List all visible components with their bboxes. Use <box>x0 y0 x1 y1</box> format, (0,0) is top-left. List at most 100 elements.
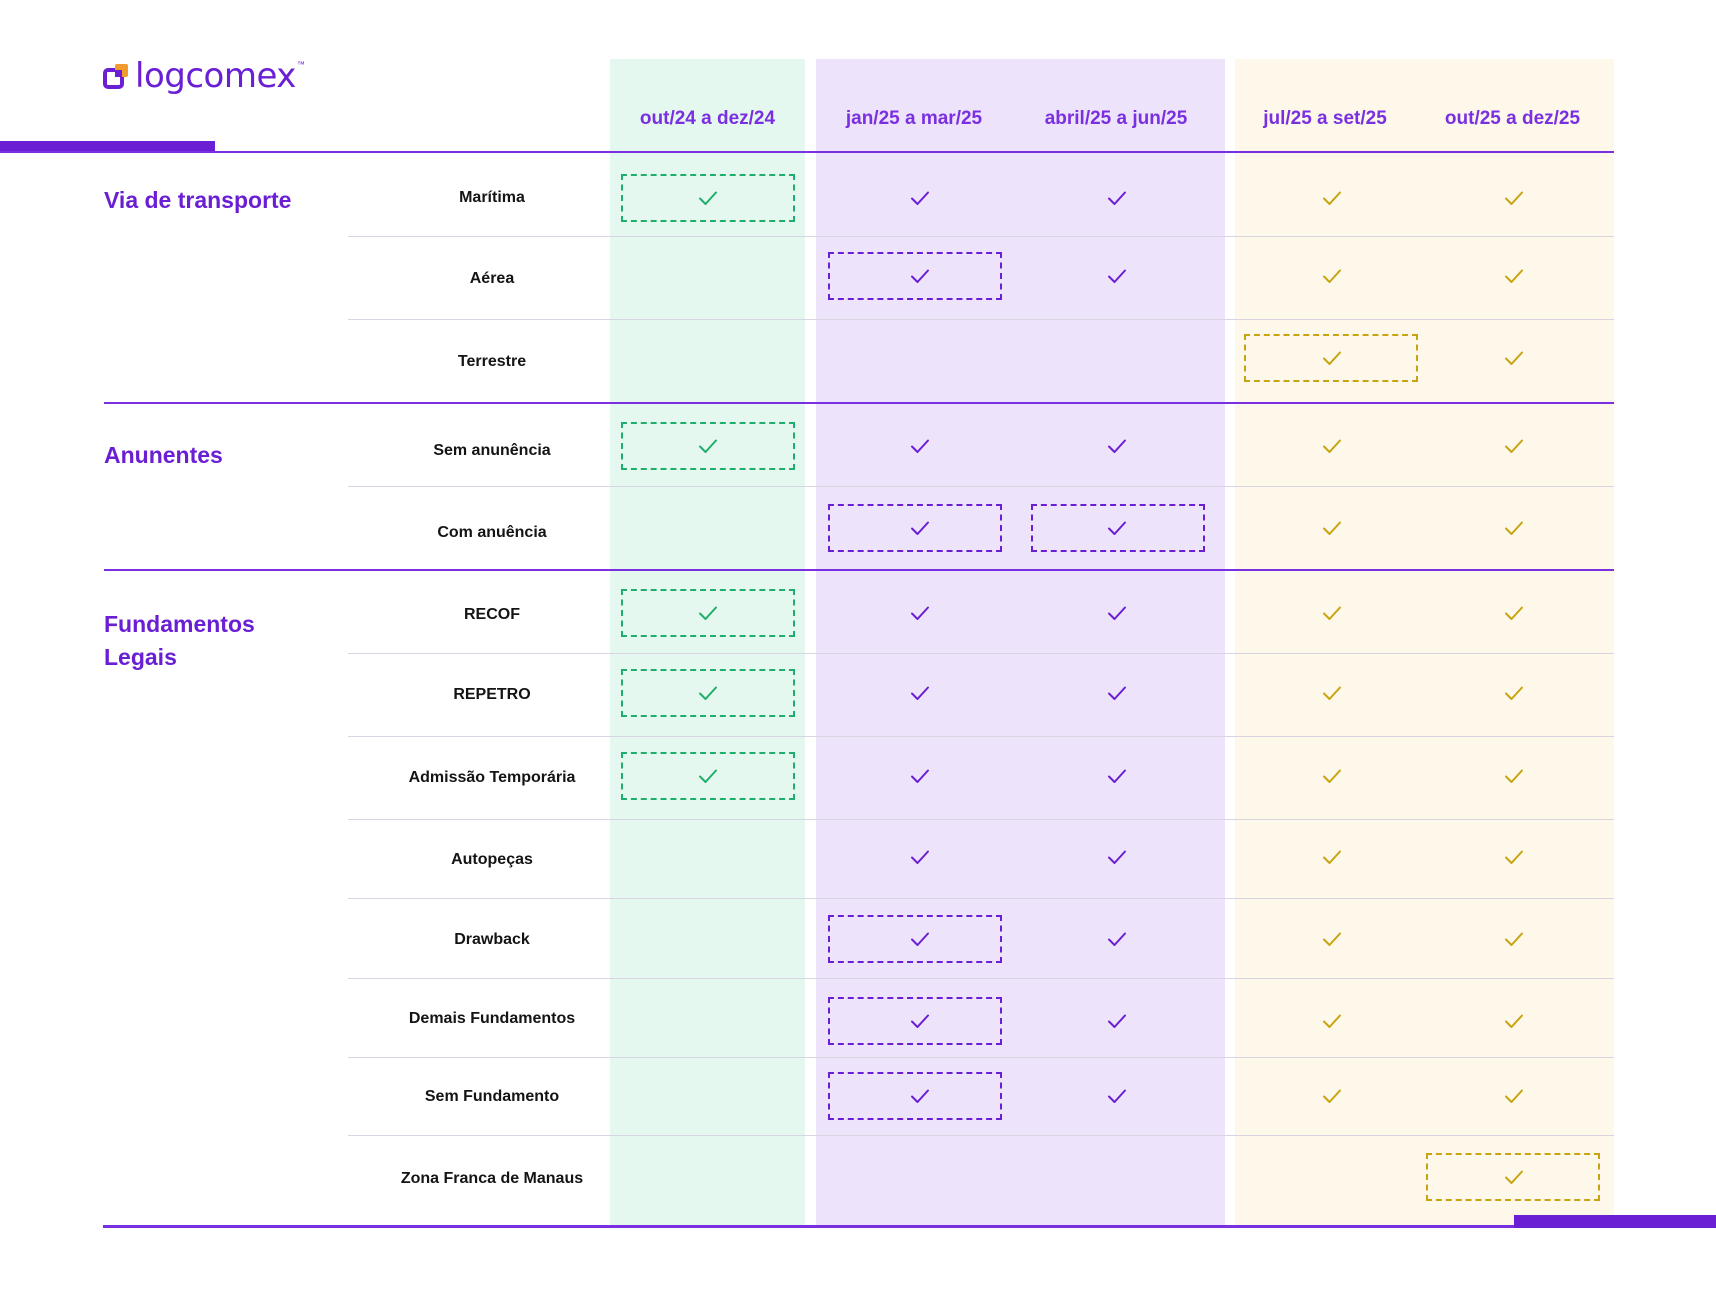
highlight-box <box>1244 334 1418 382</box>
check-icon <box>911 191 929 205</box>
check-icon <box>1323 850 1341 864</box>
row-divider <box>348 898 1614 899</box>
check-icon <box>1323 932 1341 946</box>
row-label: REPETRO <box>453 686 531 703</box>
highlight-box <box>621 422 795 470</box>
check-icon <box>1108 439 1126 453</box>
check-icon <box>1108 1014 1126 1028</box>
period-column-background <box>610 59 805 1228</box>
check-icon <box>1323 1089 1341 1103</box>
section-title: Via de transporte <box>104 187 292 213</box>
check-icon <box>1505 1170 1523 1184</box>
period-label: out/24 a dez/24 <box>639 108 776 129</box>
period-label: jan/25 a mar/25 <box>845 108 983 129</box>
check-icon <box>1323 606 1341 620</box>
row-divider <box>348 1057 1614 1058</box>
section-divider <box>104 402 1614 404</box>
check-icon <box>1323 351 1341 365</box>
highlight-box <box>1426 1153 1600 1201</box>
footer-divider <box>103 1225 1716 1228</box>
check-icon <box>911 521 929 535</box>
header-divider <box>0 151 1614 153</box>
check-icon <box>1505 191 1523 205</box>
check-icon <box>1108 606 1126 620</box>
check-icon <box>1505 439 1523 453</box>
check-icon <box>1505 932 1523 946</box>
check-icon <box>1108 269 1126 283</box>
row-label: Sem Fundamento <box>424 1088 560 1105</box>
row-divider <box>348 319 1614 320</box>
row-divider <box>348 653 1614 654</box>
check-icon <box>911 1014 929 1028</box>
highlight-box <box>828 504 1002 552</box>
row-label: Demais Fundamentos <box>408 1010 576 1027</box>
check-icon <box>1505 686 1523 700</box>
check-icon <box>1108 932 1126 946</box>
section-title: Legais <box>104 644 177 670</box>
row-label: Zona Franca de Manaus <box>400 1170 584 1187</box>
check-icon <box>911 686 929 700</box>
row-label: Admissão Temporária <box>408 769 576 786</box>
highlight-box <box>1031 504 1205 552</box>
period-label: out/25 a dez/25 <box>1444 108 1581 129</box>
period-column-background <box>816 59 1225 1228</box>
period-label: jul/25 a set/25 <box>1263 108 1387 129</box>
check-icon <box>1108 1089 1126 1103</box>
logo-mark-icon <box>103 63 128 89</box>
check-icon <box>911 932 929 946</box>
row-divider <box>348 736 1614 737</box>
row-label: Drawback <box>454 931 530 948</box>
highlight-box <box>621 174 795 222</box>
check-icon <box>911 606 929 620</box>
row-label: Terrestre <box>457 353 527 370</box>
check-icon <box>911 269 929 283</box>
row-divider <box>348 978 1614 979</box>
check-icon <box>1505 351 1523 365</box>
check-icon <box>1108 769 1126 783</box>
row-label: Marítima <box>459 189 525 206</box>
row-label: Com anuência <box>437 524 547 541</box>
check-icon <box>1505 269 1523 283</box>
check-icon <box>1323 191 1341 205</box>
highlight-box <box>621 589 795 637</box>
row-label: Sem anunência <box>433 442 551 459</box>
check-icon <box>1323 686 1341 700</box>
check-icon <box>911 1089 929 1103</box>
row-label: RECOF <box>464 606 520 623</box>
footer-accent-bar <box>1514 1215 1716 1228</box>
section-title: Fundamentos <box>104 611 255 637</box>
check-icon <box>1505 521 1523 535</box>
header-accent-bar <box>0 141 215 153</box>
check-icon <box>1323 1014 1341 1028</box>
check-icon <box>1505 769 1523 783</box>
check-icon <box>1505 1089 1523 1103</box>
check-icon <box>1108 850 1126 864</box>
section-divider <box>104 569 1614 571</box>
check-icon <box>1323 439 1341 453</box>
check-icon <box>911 850 929 864</box>
check-icon <box>911 769 929 783</box>
check-icon <box>699 439 717 453</box>
check-icon <box>1108 521 1126 535</box>
period-column-background <box>1235 59 1614 1228</box>
check-icon <box>1323 269 1341 283</box>
check-icon <box>1323 521 1341 535</box>
highlight-box <box>828 997 1002 1045</box>
check-icon <box>1505 850 1523 864</box>
logo: logcomex ™ <box>103 56 305 96</box>
brand-name: logcomex <box>135 56 296 96</box>
check-icon <box>911 439 929 453</box>
row-divider <box>348 236 1614 237</box>
highlight-box <box>621 752 795 800</box>
check-icon <box>699 191 717 205</box>
check-icon <box>699 769 717 783</box>
row-label: Aérea <box>469 270 515 287</box>
highlight-box <box>828 252 1002 300</box>
section-title: Anunentes <box>104 442 223 468</box>
brand-trademark: ™ <box>296 59 305 69</box>
highlight-box <box>621 669 795 717</box>
check-icon <box>1323 769 1341 783</box>
check-icon <box>699 606 717 620</box>
row-divider <box>348 1135 1614 1136</box>
highlight-box <box>828 1072 1002 1120</box>
